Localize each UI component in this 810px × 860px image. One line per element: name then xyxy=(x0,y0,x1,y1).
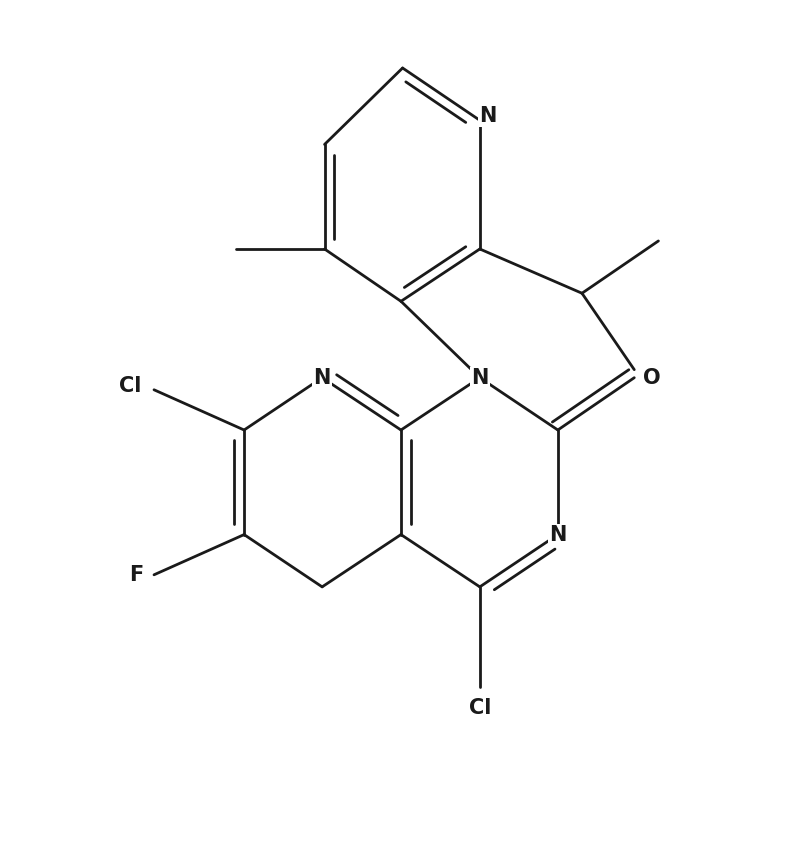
Text: O: O xyxy=(643,368,661,388)
Text: Cl: Cl xyxy=(119,376,141,396)
Text: F: F xyxy=(129,565,143,585)
Text: Cl: Cl xyxy=(469,697,491,717)
Text: N: N xyxy=(471,368,488,388)
Text: N: N xyxy=(313,368,330,388)
Text: N: N xyxy=(480,107,497,126)
Text: N: N xyxy=(549,525,566,544)
